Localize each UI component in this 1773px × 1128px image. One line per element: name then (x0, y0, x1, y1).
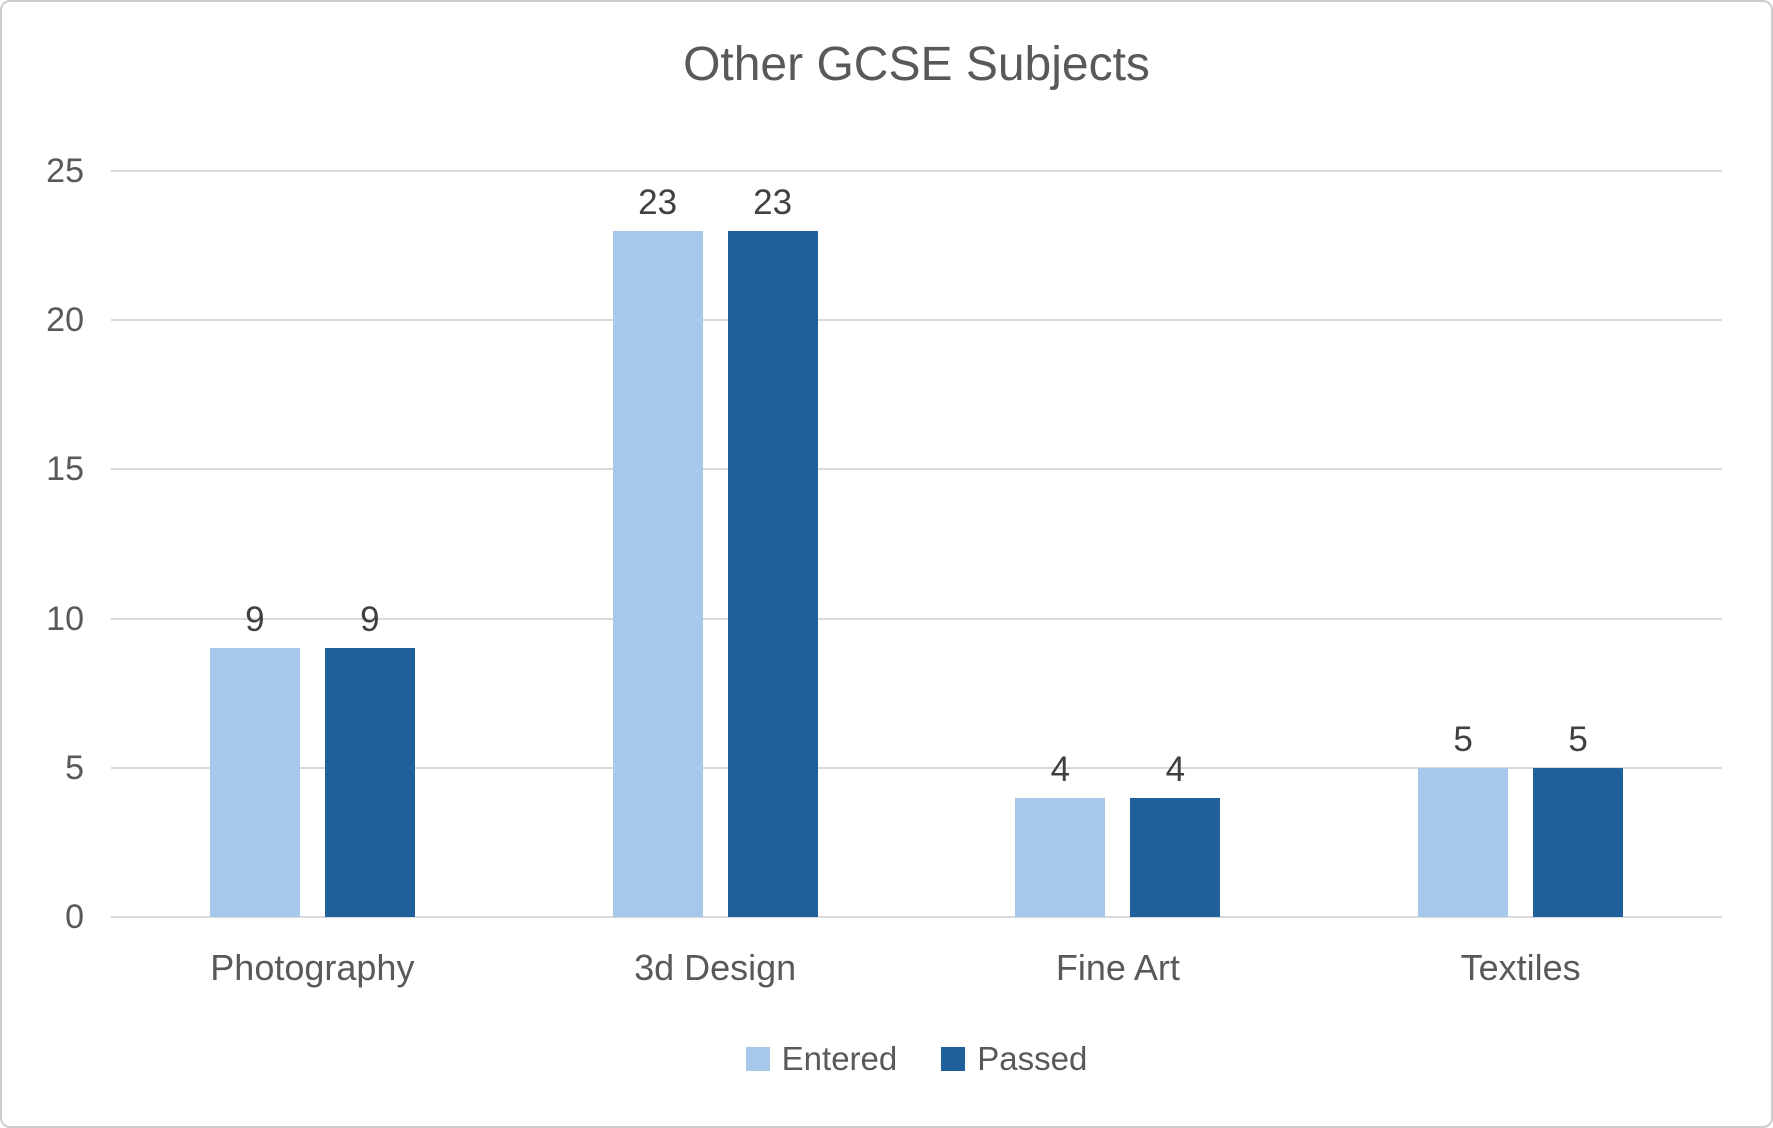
x-axis-category-labels: Photography 3d Design Fine Art Textiles (111, 943, 1722, 993)
bar-entered-2: 4 (1015, 752, 1106, 917)
y-axis-tick-labels: 0 5 10 15 20 25 (2, 152, 84, 936)
bar-entered-3: 5 (1418, 722, 1509, 917)
x-category-label-0: Photography (210, 947, 415, 988)
y-tick-label: 25 (46, 152, 84, 190)
legend-swatch-icon (745, 1046, 770, 1071)
gridline-y-20 (111, 319, 1722, 322)
gridline-y-25 (111, 170, 1722, 172)
bar-passed-1: 23 (727, 185, 818, 917)
chart-title: Other GCSE Subjects (683, 38, 1150, 91)
x-category-label-2: Fine Art (1055, 947, 1180, 988)
data-label: 9 (245, 600, 265, 640)
gridline-y-5 (111, 766, 1722, 769)
data-label: 5 (1568, 719, 1588, 759)
legend: Entered Passed (111, 1042, 1722, 1075)
y-tick-label: 15 (46, 450, 84, 489)
data-label: 9 (360, 600, 380, 640)
data-label: 23 (753, 182, 793, 222)
y-tick-label: 10 (46, 599, 84, 638)
x-category-label-3: Textiles (1460, 947, 1581, 988)
bar-entered-1: 23 (612, 185, 703, 917)
legend-item-passed: Passed (941, 1042, 1087, 1075)
y-tick-label: 20 (46, 301, 84, 340)
legend-swatch-icon (941, 1046, 966, 1071)
data-label: 4 (1050, 749, 1071, 789)
data-label: 23 (638, 182, 678, 222)
legend-label: Entered (781, 1040, 898, 1077)
data-label: 5 (1453, 719, 1473, 759)
y-tick-label: 5 (65, 748, 84, 787)
x-category-label-1: 3d Design (634, 947, 797, 988)
bar-passed-3: 5 (1533, 722, 1624, 917)
legend-label: Passed (977, 1040, 1088, 1077)
plot-area: 9 9 23 23 4 4 5 5 (111, 170, 1722, 918)
bar-passed-0: 9 (324, 602, 415, 917)
gridline-y-15 (111, 468, 1722, 471)
y-tick-label: 0 (65, 898, 84, 936)
data-label: 4 (1165, 749, 1186, 789)
gridline-y-0 (111, 916, 1722, 918)
bar-entered-0: 9 (209, 602, 300, 917)
gridline-y-10 (111, 617, 1722, 620)
legend-item-entered: Entered (745, 1040, 898, 1077)
category-group-1: 23 23 (514, 171, 917, 917)
bar-passed-2: 4 (1130, 752, 1221, 917)
